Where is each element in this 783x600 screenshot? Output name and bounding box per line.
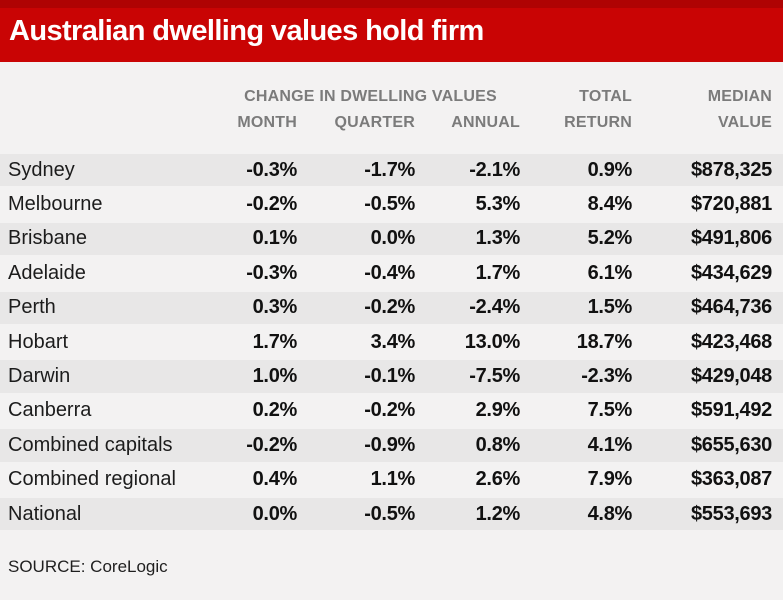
cell-quarter-change: 0.0% [370,227,416,250]
header-spacer [0,110,235,136]
cell-month-change: -0.2% [246,193,297,216]
cell-quarter-change: -0.1% [364,365,415,388]
cell-annual-change: -2.1% [469,158,520,181]
cell-month-change: 0.1% [252,227,298,250]
table-row: Hobart 1.7% 3.4% 13.0% 18.7% $423,468 [0,325,783,359]
cell-quarter-change: -0.2% [364,296,415,319]
row-label: Hobart [8,330,69,353]
table-row: Sydney -0.3% -1.7% -2.1% 0.9% $878,325 [0,153,783,188]
column-header-median: MEDIAN [707,88,772,105]
row-label: National [8,502,82,525]
table-row: National 0.0% -0.5% 1.2% 4.8% $553,693 [0,496,783,532]
header-row-group: CHANGE IN DWELLING VALUES TOTAL MEDIAN [0,84,783,110]
cell-month-change: -0.3% [246,261,297,284]
cell-total-return: 7.9% [587,468,633,491]
cell-total-return: 6.1% [587,261,633,284]
cell-total-return: 0.9% [587,158,633,181]
cell-month-change: 1.0% [252,365,298,388]
table-row: Perth 0.3% -0.2% -2.4% 1.5% $464,736 [0,290,783,325]
row-label: Sydney [8,158,75,181]
cell-annual-change: 0.8% [475,433,521,456]
cell-annual-change: -7.5% [469,365,520,388]
cell-quarter-change: 1.1% [370,468,416,491]
cell-month-change: 0.0% [252,502,298,525]
cell-month-change: 0.4% [252,468,298,491]
cell-total-return: -2.3% [581,365,632,388]
column-header-quarter: QUARTER [334,114,415,131]
cell-median-value: $464,736 [690,296,772,319]
cell-month-change: -0.3% [246,158,297,181]
cell-annual-change: 2.9% [475,399,521,422]
table-row: Brisbane 0.1% 0.0% 1.3% 5.2% $491,806 [0,221,783,257]
table-header: CHANGE IN DWELLING VALUES TOTAL MEDIAN M… [0,62,783,136]
column-group-header-change-in-dwelling-values: CHANGE IN DWELLING VALUES [244,88,497,105]
cell-total-return: 8.4% [587,193,633,216]
dwelling-values-table: CHANGE IN DWELLING VALUES TOTAL MEDIAN M… [0,62,783,532]
cell-total-return: 1.5% [587,296,633,319]
cell-total-return: 4.8% [587,502,633,525]
cell-quarter-change: -1.7% [364,158,415,181]
cell-median-value: $553,693 [690,502,772,525]
row-label: Canberra [8,399,92,422]
cell-median-value: $878,325 [690,158,772,181]
row-label: Darwin [8,365,71,388]
cell-total-return: 18.7% [576,330,633,353]
row-label: Perth [8,296,56,319]
cell-median-value: $363,087 [690,468,772,491]
cell-total-return: 4.1% [587,433,633,456]
cell-total-return: 7.5% [587,399,633,422]
column-header-annual: ANNUAL [451,114,520,131]
cell-annual-change: -2.4% [469,296,520,319]
cell-median-value: $591,492 [690,399,772,422]
table-row: Adelaide -0.3% -0.4% 1.7% 6.1% $434,629 [0,256,783,290]
table-row: Melbourne -0.2% -0.5% 5.3% 8.4% $720,881 [0,187,783,221]
cell-annual-change: 1.7% [475,261,521,284]
cell-annual-change: 2.6% [475,468,521,491]
table-row: Combined capitals -0.2% -0.9% 0.8% 4.1% … [0,428,783,463]
cell-annual-change: 1.2% [475,502,521,525]
cell-annual-change: 13.0% [464,330,521,353]
header-spacer [0,84,235,110]
row-label: Combined regional [8,468,176,491]
column-header-return: RETURN [564,114,632,131]
cell-month-change: 0.2% [252,399,298,422]
row-label: Adelaide [8,261,86,284]
cell-total-return: 5.2% [587,227,633,250]
dwelling-values-infographic: Australian dwelling values hold firm CHA… [0,0,783,577]
column-header-value: VALUE [717,114,772,131]
header-row-columns: MONTH QUARTER ANNUAL RETURN VALUE [0,110,783,136]
cell-month-change: 0.3% [252,296,298,319]
cell-median-value: $491,806 [690,227,772,250]
cell-quarter-change: -0.2% [364,399,415,422]
row-label: Melbourne [8,193,103,216]
title-banner: Australian dwelling values hold firm [0,0,783,62]
cell-median-value: $720,881 [690,193,772,216]
page-title: Australian dwelling values hold firm [9,14,484,47]
cell-quarter-change: -0.5% [364,193,415,216]
cell-annual-change: 1.3% [475,227,521,250]
cell-median-value: $429,048 [690,365,772,388]
row-label: Brisbane [8,227,87,250]
cell-quarter-change: 3.4% [370,330,416,353]
cell-month-change: 1.7% [252,330,298,353]
source-note: SOURCE: CoreLogic [8,557,168,577]
table-row: Darwin 1.0% -0.1% -7.5% -2.3% $429,048 [0,359,783,394]
row-label: Combined capitals [8,433,173,456]
table-body: Sydney -0.3% -1.7% -2.1% 0.9% $878,325 M… [0,153,783,532]
cell-median-value: $434,629 [690,261,772,284]
cell-annual-change: 5.3% [475,193,521,216]
cell-quarter-change: -0.4% [364,261,415,284]
column-header-month: MONTH [237,114,297,131]
table-row: Canberra 0.2% -0.2% 2.9% 7.5% $591,492 [0,394,783,428]
cell-month-change: -0.2% [246,433,297,456]
table-row: Combined regional 0.4% 1.1% 2.6% 7.9% $3… [0,463,783,497]
cell-median-value: $655,630 [690,433,772,456]
cell-quarter-change: -0.5% [364,502,415,525]
cell-quarter-change: -0.9% [364,433,415,456]
column-header-total: TOTAL [579,88,632,105]
cell-median-value: $423,468 [690,330,772,353]
